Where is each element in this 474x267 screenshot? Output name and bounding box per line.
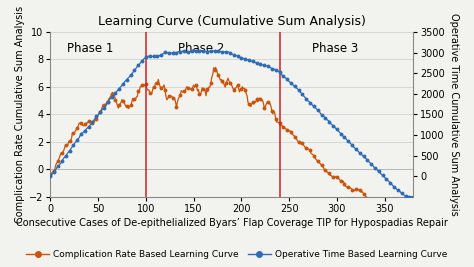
Title: Learning Curve (Cumulative Sum Analysis): Learning Curve (Cumulative Sum Analysis) xyxy=(98,15,366,28)
Text: Phase 3: Phase 3 xyxy=(312,42,358,54)
Text: Phase 2: Phase 2 xyxy=(178,42,225,54)
Text: Phase 1: Phase 1 xyxy=(67,42,114,54)
Y-axis label: Complication Rate Cumulative Sum Analysis: Complication Rate Cumulative Sum Analysi… xyxy=(15,6,25,223)
Legend: Complication Rate Based Learning Curve, Operative Time Based Learning Curve: Complication Rate Based Learning Curve, … xyxy=(23,246,451,262)
Y-axis label: Operative Time Cumulative Sum Analysis: Operative Time Cumulative Sum Analysis xyxy=(449,13,459,216)
X-axis label: Consecutive Cases of De-epithelialized Byars’ Flap Coverage TIP for Hypospadias : Consecutive Cases of De-epithelialized B… xyxy=(16,218,448,228)
